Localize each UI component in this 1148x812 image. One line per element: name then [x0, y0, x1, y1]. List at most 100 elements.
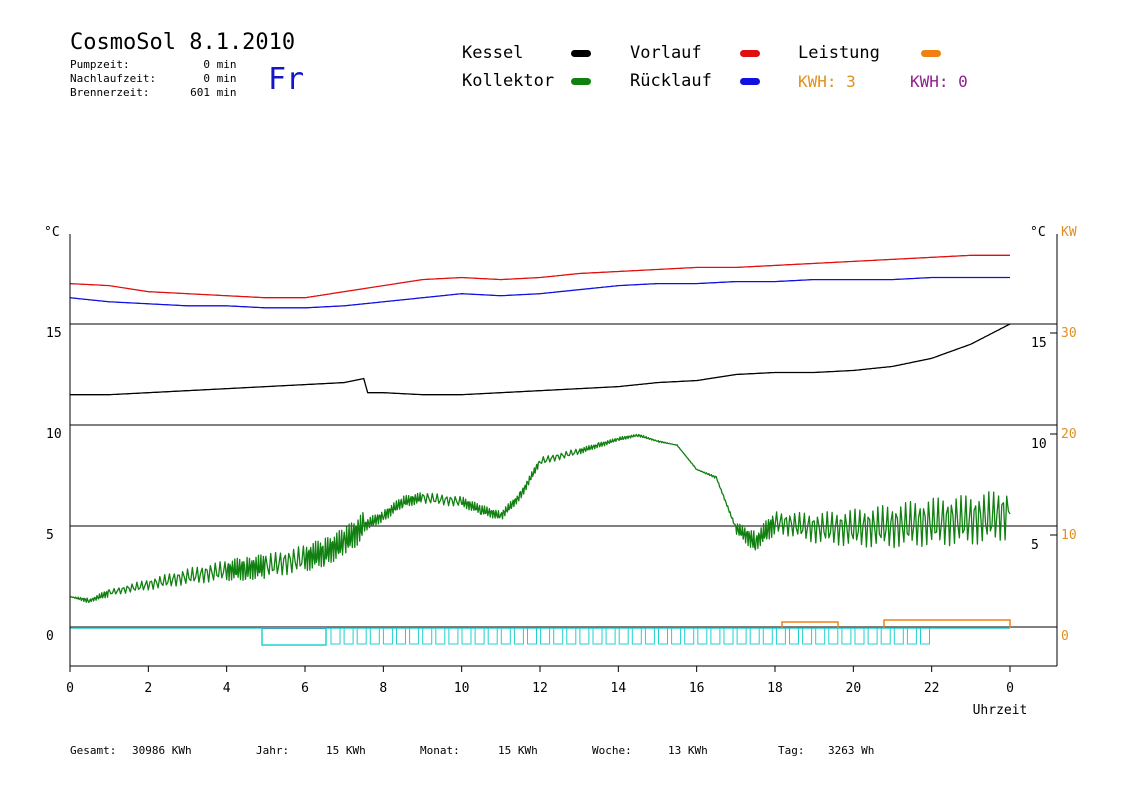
- pump-tick: [906, 627, 917, 645]
- pump-tick: [382, 627, 393, 645]
- pump-tick: [644, 627, 655, 645]
- pump-tick: [749, 627, 760, 645]
- power-block-2: [883, 619, 1011, 628]
- pump-tick: [435, 627, 446, 645]
- x-tick-label: 0: [1006, 681, 1014, 696]
- kw-tick-label: 0: [1061, 629, 1069, 644]
- legend-leistung-swatch: [921, 50, 941, 57]
- left-tick-label: 15: [46, 326, 62, 341]
- pump-tick: [579, 627, 590, 645]
- series-line-rücklauf: [69, 276, 1010, 309]
- x-tick-label: 22: [924, 681, 940, 696]
- x-tick-label: 12: [532, 681, 548, 696]
- pump-ticks: [70, 627, 1010, 645]
- pump-tick: [736, 627, 747, 645]
- legend-ruecklauf-swatch: [740, 78, 760, 85]
- pump-tick: [461, 627, 472, 645]
- legend-kollektor-label: Kollektor: [462, 71, 555, 91]
- x-tick-label: 8: [379, 681, 387, 696]
- legend-kollektor-swatch: [571, 78, 591, 85]
- chart-labels: 0 2 4 6 8 10 12 14 16 18 20 22 0 Uhrzeit 0 5 10 15 °C 5 10 15…: [44, 225, 1077, 718]
- pump-tick: [631, 627, 642, 645]
- pump-tick: [697, 627, 708, 645]
- left-tick-label: 5: [46, 528, 54, 543]
- pump-tick: [487, 627, 498, 645]
- pump-tick: [592, 627, 603, 645]
- pump-tick: [802, 627, 813, 645]
- series-line-vorlauf: [69, 254, 1010, 299]
- pump-tick: [356, 627, 367, 645]
- pump-tick: [474, 627, 485, 645]
- right-tick-label: 15: [1031, 336, 1047, 351]
- pump-tick: [527, 627, 537, 645]
- pump-tick: [448, 627, 459, 645]
- kw-tick-label: 30: [1061, 326, 1077, 341]
- left-axis-unit: °C: [44, 225, 60, 240]
- series-line-kessel: [70, 323, 1011, 396]
- pump-tick: [723, 627, 734, 645]
- pump-tick: [618, 627, 629, 645]
- footer-tag-value: 3263 Wh: [828, 744, 875, 757]
- footer-monat-value: 15 KWh: [498, 744, 538, 757]
- footer-gesamt-label: Gesamt:: [70, 744, 117, 757]
- x-tick-label: 20: [846, 681, 862, 696]
- pump-tick: [330, 627, 341, 645]
- x-tick-label: 6: [301, 681, 309, 696]
- pump-tick: [775, 627, 786, 645]
- pump-tick: [369, 627, 380, 645]
- footer-monat-label: Monat:: [420, 744, 460, 757]
- pump-tick: [710, 627, 721, 645]
- legend-leistung-label: Leistung: [798, 43, 880, 63]
- legend-kessel-swatch: [571, 50, 591, 57]
- footer-tag-label: Tag:: [778, 744, 805, 757]
- pump-tick: [671, 627, 682, 645]
- footer-woche-label: Woche:: [592, 744, 632, 757]
- legend-kessel-label: Kessel: [462, 43, 524, 63]
- x-tick-label: 16: [689, 681, 705, 696]
- x-tick-label: 2: [144, 681, 152, 696]
- pump-tick: [566, 627, 577, 645]
- pump-tick: [684, 627, 695, 645]
- pump-tick: [762, 627, 773, 645]
- left-tick-label: 10: [46, 427, 62, 442]
- right-axis-unit: °C: [1030, 225, 1046, 240]
- footer-jahr-value: 15 KWh: [326, 744, 366, 757]
- page-title: CosmoSol 8.1.2010: [70, 30, 296, 55]
- chart-axes: [69, 234, 1058, 672]
- pump-tick: [815, 627, 826, 645]
- x-tick-label: 0: [66, 681, 74, 696]
- pump-tick: [605, 627, 616, 645]
- x-tick-label: 18: [767, 681, 783, 696]
- legend-kwh-other: KWH: 0: [910, 72, 968, 91]
- pump-tick: [841, 627, 852, 645]
- kw-tick-label: 20: [1061, 427, 1077, 442]
- chart-grid: [70, 323, 1057, 628]
- pump-tick: [540, 627, 551, 645]
- x-tick-label: 4: [223, 681, 231, 696]
- pump-tick: [854, 627, 865, 645]
- kw-tick-label: 10: [1061, 528, 1077, 543]
- x-tick-label: 10: [454, 681, 470, 696]
- x-tick-label: 14: [611, 681, 627, 696]
- legend-ruecklauf-label: Rücklauf: [630, 71, 712, 91]
- stat-nachlaufzeit: Nachlaufzeit: 0 min: [70, 72, 237, 85]
- chart-series: [69, 254, 1011, 604]
- pump-tick: [513, 627, 524, 645]
- pump-tick: [396, 627, 406, 645]
- pump-tick: [920, 627, 930, 645]
- pump-tick: [828, 627, 839, 645]
- pump-tick: [343, 627, 354, 645]
- footer-gesamt-value: 30986 KWh: [132, 744, 192, 757]
- pump-tick: [867, 627, 878, 645]
- pump-tick: [789, 627, 799, 645]
- pump-tick: [500, 627, 511, 645]
- x-axis-title: Uhrzeit: [973, 703, 1028, 718]
- pump-tick: [880, 627, 891, 645]
- pump-tick: [422, 627, 433, 645]
- right-tick-label: 5: [1031, 538, 1039, 553]
- pump-tick: [409, 627, 420, 645]
- legend-kwh-solar: KWH: 3: [798, 72, 856, 91]
- power-block-1: [781, 621, 839, 628]
- kw-axis-unit: KW: [1061, 225, 1077, 240]
